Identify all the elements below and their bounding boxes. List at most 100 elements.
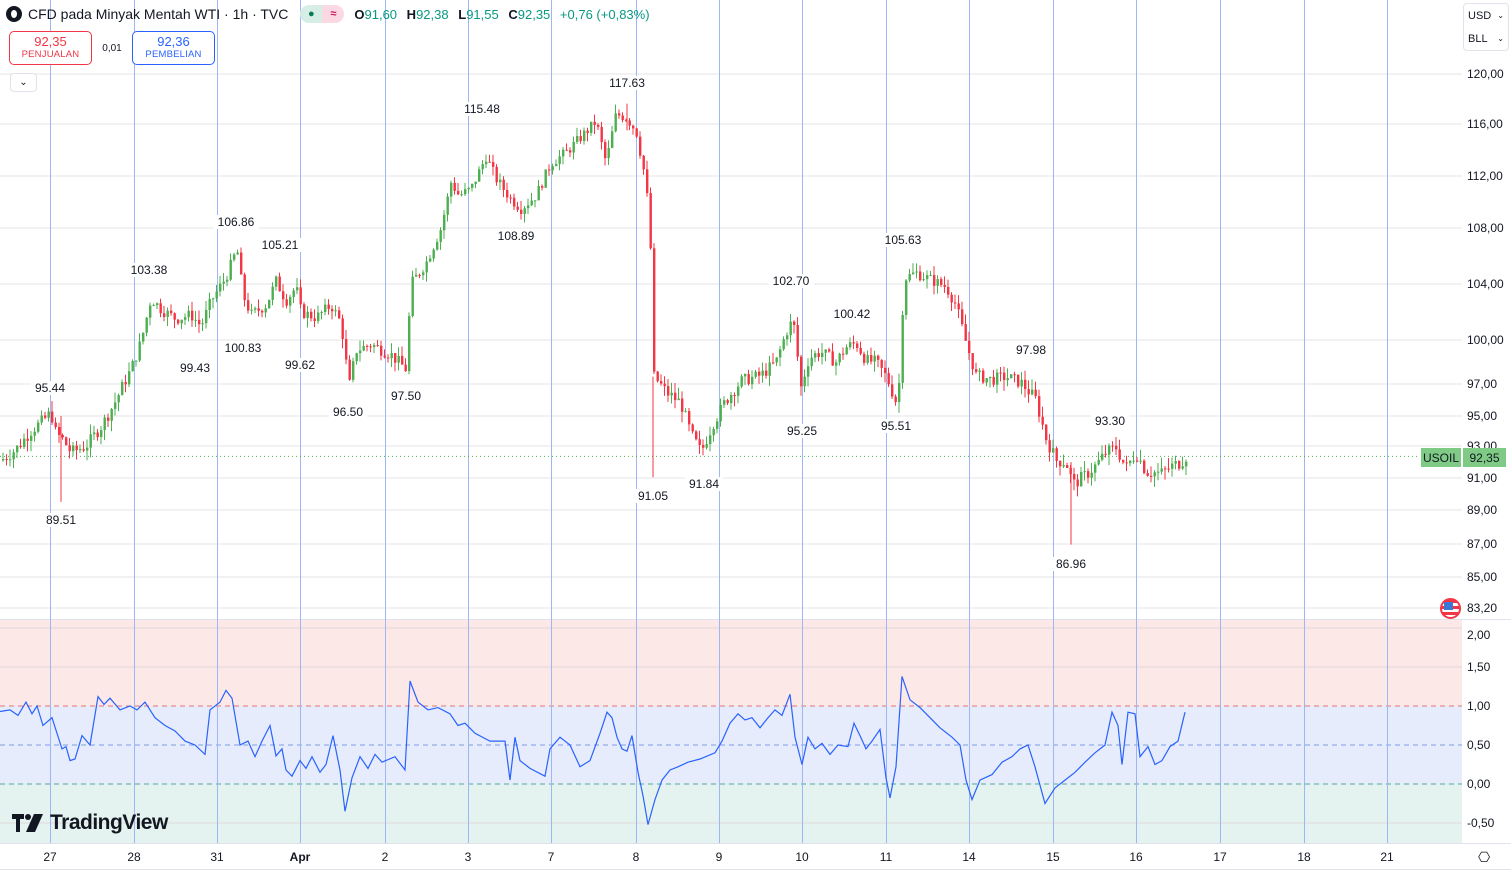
- high-low-label: 91.05: [633, 489, 673, 503]
- high-low-label: 89.51: [41, 513, 81, 527]
- open-value: 91,60: [364, 6, 398, 22]
- currency-value: USD: [1468, 9, 1492, 22]
- high-low-label: 115.48: [460, 102, 504, 116]
- open-label: O: [354, 6, 365, 22]
- buy-label: PEMBELIAN: [145, 49, 202, 60]
- time-tick-label: Apr: [289, 850, 311, 864]
- oscillator-tick-label: 0,00: [1467, 777, 1491, 791]
- time-tick-label: 16: [1129, 850, 1143, 864]
- high-low-label: 106.86: [213, 215, 259, 229]
- buy-price: 92,36: [157, 34, 190, 49]
- spread-value: 0,01: [102, 42, 122, 54]
- sell-label: PENJUALAN: [21, 49, 80, 60]
- time-tick-label: 3: [464, 850, 472, 864]
- high-low-label: 100.42: [829, 307, 875, 321]
- chevron-down-icon: ⌄: [1497, 11, 1504, 20]
- low-label: L: [458, 6, 467, 22]
- settings-gear-icon[interactable]: ⎔: [1478, 849, 1491, 865]
- chevron-down-icon: ⌄: [19, 77, 28, 88]
- time-tick-label: 9: [715, 850, 723, 864]
- price-tick-label: 104,00: [1467, 277, 1504, 291]
- high-low-label: 95.51: [876, 419, 916, 433]
- high-low-label: 93.30: [1090, 414, 1130, 428]
- high-low-label: 97.98: [1011, 343, 1051, 357]
- oscillator-tick-label: 0,50: [1467, 738, 1491, 752]
- buy-button[interactable]: 92,36 PEMBELIAN: [132, 31, 215, 65]
- time-tick-label: 15: [1046, 850, 1060, 864]
- oscillator-tick-label: 1,50: [1467, 660, 1491, 674]
- status-pill[interactable]: ● ≈: [300, 5, 345, 23]
- scale-settings: USD ⌄ BLL ⌄: [1463, 3, 1509, 51]
- price-tick-label: 87,00: [1467, 537, 1498, 551]
- time-tick-label: 31: [210, 850, 224, 864]
- time-tick-label: 14: [962, 850, 976, 864]
- market-open-dot-icon: ●: [300, 5, 323, 23]
- high-low-label: 86.96: [1051, 557, 1091, 571]
- last-price-tag: 92,35: [1463, 448, 1506, 467]
- oscillator-tick-label: 1,00: [1467, 699, 1491, 713]
- sell-price: 92,35: [34, 34, 67, 49]
- high-label: H: [406, 6, 417, 22]
- price-tick-label: 83,20: [1467, 601, 1498, 615]
- price-tick-label: 95,00: [1467, 409, 1498, 423]
- high-low-label: 95.44: [30, 381, 70, 395]
- chevron-down-icon: ⌄: [1497, 34, 1504, 43]
- high-low-label: 96.50: [328, 405, 368, 419]
- chart-legend: CFD pada Minyak Mentah WTI · 1h · TVC ● …: [6, 5, 656, 23]
- high-low-label: 99.62: [280, 358, 320, 372]
- time-tick-label: 27: [43, 850, 57, 864]
- price-tick-label: 108,00: [1467, 221, 1504, 235]
- change-value: +0,76 (+0,83%): [559, 6, 650, 22]
- sell-button[interactable]: 92,35 PENJUALAN: [9, 31, 92, 65]
- time-tick-label: 28: [127, 850, 141, 864]
- trade-panel: 92,35 PENJUALAN 0,01 92,36 PEMBELIAN: [9, 31, 215, 65]
- time-tick-label: 17: [1213, 850, 1227, 864]
- tradingview-logo[interactable]: TradingView: [12, 811, 168, 835]
- price-tick-label: 89,00: [1467, 503, 1498, 517]
- high-low-label: 95.25: [782, 424, 822, 438]
- high-low-label: 102.70: [768, 274, 814, 288]
- high-low-label: 91.84: [684, 477, 724, 491]
- time-tick-label: 2: [381, 850, 389, 864]
- time-tick-label: 8: [632, 850, 640, 864]
- price-tick-label: 116,00: [1467, 117, 1503, 131]
- high-low-label: 105.21: [257, 238, 303, 252]
- high-low-label: 97.50: [386, 389, 426, 403]
- oscillator-tick-label: 2,00: [1467, 628, 1491, 642]
- ohlc-values: O91,60 H92,38 L91,55 C92,35 +0,76 (+0,83…: [354, 7, 655, 22]
- price-tick-label: 97,00: [1467, 377, 1498, 391]
- low-value: 91,55: [466, 6, 499, 22]
- close-value: 92,35: [517, 6, 551, 22]
- price-tick-label: 91,00: [1467, 471, 1498, 485]
- currency-select[interactable]: USD ⌄: [1464, 4, 1508, 27]
- symbol-tag: USOIL: [1421, 448, 1461, 467]
- collapse-legend-button[interactable]: ⌄: [10, 73, 37, 92]
- symbol-title[interactable]: CFD pada Minyak Mentah WTI · 1h · TVC: [28, 6, 289, 22]
- tradingview-mark-icon: [12, 814, 43, 832]
- time-tick-label: 21: [1380, 850, 1394, 864]
- us-flag-icon[interactable]: [1440, 598, 1461, 619]
- price-tick-label: 100,00: [1467, 333, 1504, 347]
- close-label: C: [508, 6, 518, 22]
- high-low-label: 100.83: [220, 341, 266, 355]
- high-low-label: 103.38: [126, 263, 172, 277]
- high-low-label: 99.43: [175, 361, 215, 375]
- time-tick-label: 7: [547, 850, 555, 864]
- high-low-label: 105.63: [880, 233, 926, 247]
- high-low-label: 117.63: [605, 76, 649, 90]
- time-tick-label: 18: [1297, 850, 1311, 864]
- high-low-label: 108.89: [493, 229, 539, 243]
- logo-text: TradingView: [50, 811, 168, 834]
- time-tick-label: 11: [879, 850, 893, 864]
- unit-value: BLL: [1468, 32, 1488, 45]
- oil-drop-icon: [6, 6, 22, 22]
- price-tick-label: 85,00: [1467, 570, 1498, 584]
- delayed-data-icon: ≈: [322, 5, 345, 23]
- time-tick-label: 10: [795, 850, 809, 864]
- high-value: 92,38: [416, 6, 449, 22]
- price-tick-label: 112,00: [1467, 169, 1503, 183]
- oscillator-tick-label: -0,50: [1467, 816, 1495, 830]
- unit-select[interactable]: BLL ⌄: [1464, 27, 1508, 50]
